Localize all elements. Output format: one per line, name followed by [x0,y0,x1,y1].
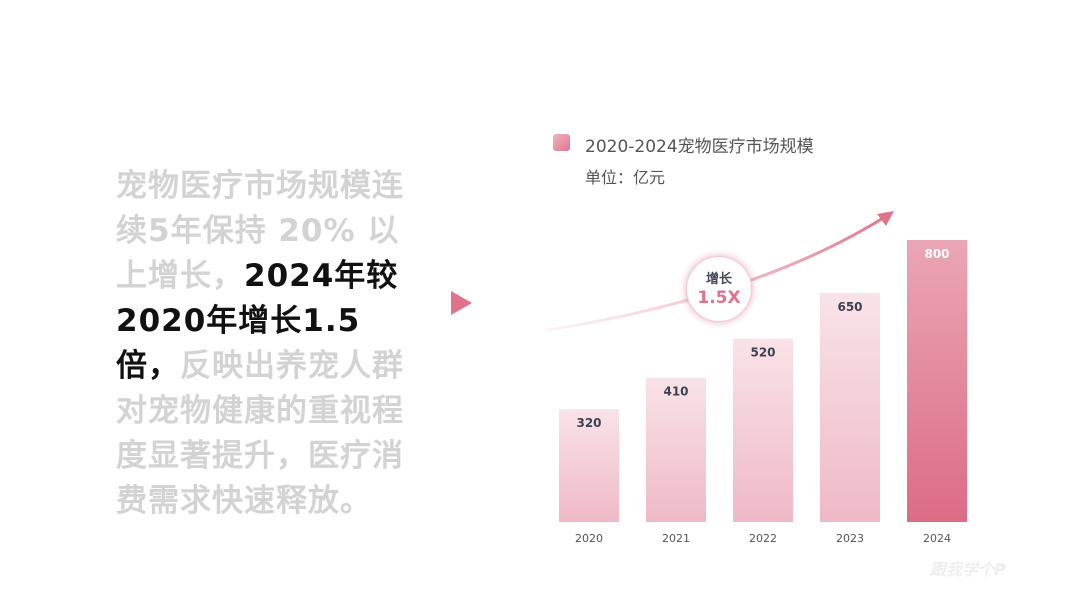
category-label-2024: 2024 [923,532,951,545]
play-arrow-icon [451,291,472,315]
bar-2024 [907,240,967,522]
summary-text: 宠物医疗市场规模连续5年保持 20% 以上增长，2024年较2020年增长1.5… [116,164,416,524]
trend-arrow-head-icon [877,211,894,226]
growth-badge-value: 1.5X [697,288,741,308]
bar-2021 [646,377,706,522]
value-label-2022: 520 [750,346,775,360]
bar-2020 [559,409,619,522]
summary-highlight: 2024年较2020年增长1.5 倍， [116,258,399,384]
watermark: 跟我学个P [930,560,1006,579]
category-label-2020: 2020 [575,532,603,545]
value-label-2024: 800 [924,247,949,261]
summary-part-1: 宠物医疗市场规模连续5年保持 20% 以上增长， [116,168,404,294]
value-label-2023: 650 [837,300,862,314]
summary-part-2: 反映出养宠人群对宠物健康的重视程度显著提升，医疗消费需求快速释放。 [116,348,404,519]
value-label-2021: 410 [663,384,688,398]
growth-badge-label: 增长 [705,272,732,287]
category-label-2023: 2023 [836,532,864,545]
chart-title: 2020-2024宠物医疗市场规模 [585,137,814,157]
legend-swatch [553,134,570,151]
chart-unit: 单位：亿元 [585,168,666,187]
value-label-2020: 320 [576,416,601,430]
category-label-2022: 2022 [749,532,777,545]
bar-2023 [820,292,880,522]
bar-2022 [733,338,793,522]
category-label-2021: 2021 [662,532,690,545]
growth-badge: 增长 1.5X [686,256,752,322]
